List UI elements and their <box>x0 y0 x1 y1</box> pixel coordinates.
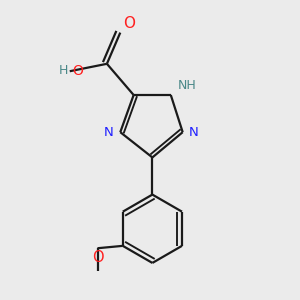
Text: NH: NH <box>178 79 197 92</box>
Text: O: O <box>72 64 83 78</box>
Text: N: N <box>189 126 199 139</box>
Text: H: H <box>59 64 68 77</box>
Text: O: O <box>92 250 103 265</box>
Text: N: N <box>104 126 114 139</box>
Text: O: O <box>123 16 135 31</box>
